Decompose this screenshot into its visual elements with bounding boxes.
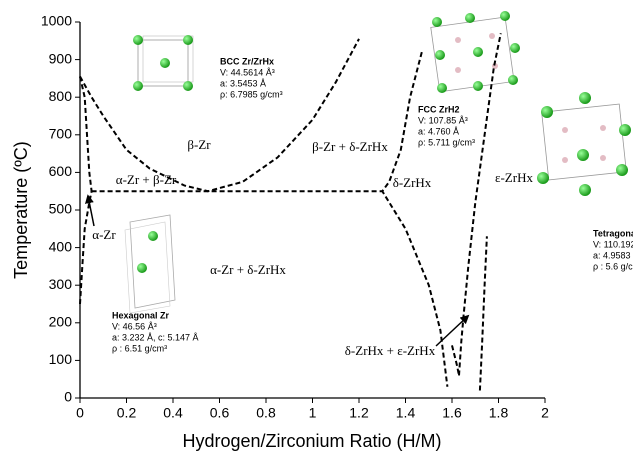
x-tick-label: 1.4 — [396, 405, 416, 421]
y-tick-label: 500 — [49, 201, 73, 217]
unit-cell — [124, 221, 171, 314]
phase-label: β-Zr + δ-ZrHx — [312, 139, 388, 154]
unit-cell — [129, 214, 176, 309]
phase-label: β-Zr — [187, 137, 211, 152]
structure-title: Tetragonal ZrH1.9 — [593, 228, 633, 238]
unit-cell — [142, 35, 194, 83]
structure-property: ρ : 5.6 g/cm³ — [593, 261, 633, 271]
unit-cell — [541, 103, 627, 181]
phase-label: δ-ZrHx + ε-ZrHx — [345, 343, 436, 358]
y-axis-title: Temperature (ºC) — [11, 141, 31, 279]
phase-boundary — [451, 345, 460, 376]
phase-boundary — [79, 76, 93, 192]
y-tick-label: 400 — [49, 238, 73, 254]
y-tick-label: 600 — [49, 163, 73, 179]
phase-label: α-Zr + β-Zr — [116, 172, 177, 187]
structure-property: a: 4.760 Å — [418, 126, 459, 136]
structure-property: ρ: 5.711 g/cm³ — [418, 137, 475, 147]
structure-property: ρ : 6.51 g/cm³ — [112, 343, 167, 353]
atom — [160, 58, 170, 68]
structure-property: a: 3.232 Å, c: 5.147 Å — [112, 332, 199, 342]
atom — [133, 35, 143, 45]
x-tick-label: 1 — [309, 405, 317, 421]
x-tick-label: 0.6 — [210, 405, 230, 421]
phase-label: α-Zr + δ-ZrHx — [210, 262, 286, 277]
phase-boundary — [79, 38, 360, 193]
atom — [137, 263, 147, 273]
x-tick-label: 2 — [541, 405, 549, 421]
tetragonal-atoms — [537, 92, 631, 196]
x-axis-title: Hydrogen/Zirconium Ratio (H/M) — [182, 431, 441, 451]
structure-property: a: 3.5453 Å — [220, 78, 266, 88]
structure-title: Hexagonal Zr — [112, 310, 170, 320]
arrow — [84, 194, 95, 227]
atom — [148, 231, 158, 241]
y-tick-label: 200 — [49, 314, 73, 330]
structure-title: FCC ZrH2 — [418, 104, 460, 114]
atom — [183, 81, 193, 91]
phase-label: δ-ZrHx — [393, 175, 432, 190]
phase-label: ε-ZrHx — [495, 170, 533, 185]
y-tick-label: 100 — [49, 351, 73, 367]
unit-cell — [137, 39, 189, 87]
x-tick-label: 0 — [76, 405, 84, 421]
structure-property: V: 107.85 Å³ — [418, 115, 468, 125]
phase-boundary — [478, 236, 488, 391]
structure-property: V: 110.1926 Å³ — [593, 239, 633, 249]
y-tick-label: 1000 — [41, 13, 72, 29]
crystal-illustrations — [124, 11, 631, 314]
structure-property: ρ: 6.7985 g/cm³ — [220, 89, 283, 99]
y-tick-label: 700 — [49, 126, 73, 142]
x-tick-label: 1.6 — [442, 405, 462, 421]
phase-label: α-Zr — [92, 227, 116, 242]
x-tick-label: 1.8 — [489, 405, 509, 421]
phase-boundary — [381, 51, 449, 387]
structure-property: V: 46.56 Å³ — [112, 321, 157, 331]
y-tick-label: 0 — [64, 389, 72, 405]
y-tick-label: 300 — [49, 276, 73, 292]
x-tick-label: 0.4 — [163, 405, 183, 421]
y-tick-label: 800 — [49, 88, 73, 104]
phase-boundary — [79, 191, 93, 305]
x-tick-label: 1.2 — [349, 405, 369, 421]
structure-property: a: 4.9583 Å, c: 4.45095 Å — [593, 250, 633, 260]
atom — [183, 35, 193, 45]
phase-boundary — [458, 33, 502, 376]
structure-property: V: 44.5614 Å³ — [220, 67, 275, 77]
x-tick-label: 0.2 — [117, 405, 137, 421]
atom — [133, 81, 143, 91]
y-tick-label: 900 — [49, 50, 73, 66]
fcc-atoms — [432, 11, 520, 93]
structure-title: BCC Zr/ZrHx — [220, 56, 274, 66]
x-tick-label: 0.8 — [256, 405, 276, 421]
